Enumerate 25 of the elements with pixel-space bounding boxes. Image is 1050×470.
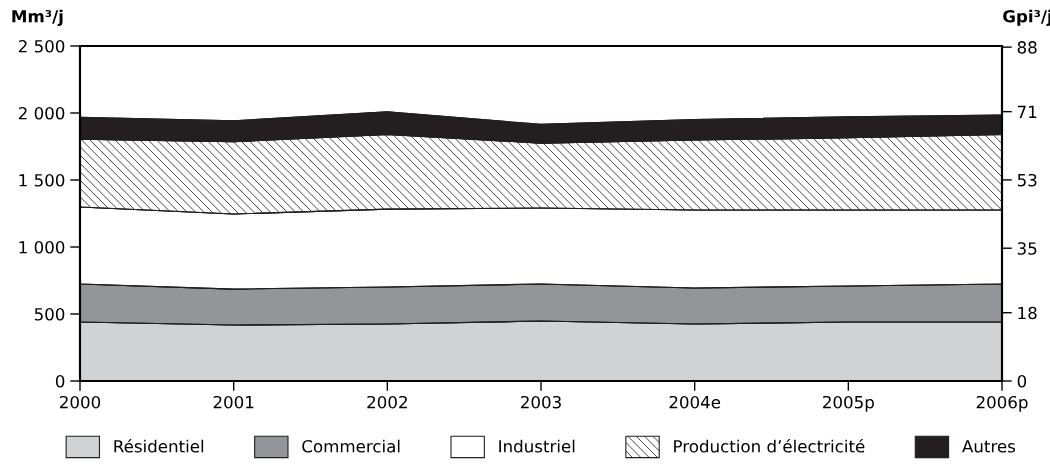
y2-tick-label: 18 <box>1018 306 1037 320</box>
x-tick-label: 2006p <box>976 395 1028 412</box>
y-tick-label: 2 000 <box>18 106 65 120</box>
y-tick-label: 500 <box>34 307 65 321</box>
y-tick-label: 0 <box>55 374 65 388</box>
y-tick-label: 1 500 <box>19 173 65 187</box>
x-tick-label: 2001 <box>213 395 254 409</box>
y2-tick-label: 35 <box>1017 242 1037 255</box>
x-tick-label: 2004e <box>669 395 721 409</box>
y-tick-label: 2 500 <box>18 39 65 53</box>
legend-label: Industriel <box>499 439 575 453</box>
x-tick-label: 2000 <box>60 395 101 409</box>
x-tick-label: 2003 <box>521 395 561 409</box>
legend-label: Résidentiel <box>114 439 204 453</box>
legend-label: Production d’électricité <box>674 439 865 453</box>
y2-tick-label: 0 <box>1017 374 1027 388</box>
legend-label: Autres <box>962 440 1016 453</box>
y2-tick-label: 88 <box>1017 41 1037 54</box>
y2-tick-label: 71 <box>1017 105 1037 118</box>
legend-label: Commercial <box>302 439 400 453</box>
y-tick-label: 1 000 <box>19 240 65 254</box>
y2-tick-label: 53 <box>1017 173 1037 187</box>
x-tick-label: 2005p <box>823 395 874 412</box>
x-tick-label: 2002 <box>367 395 407 409</box>
y-axis-title: Mm³/j <box>12 9 63 26</box>
